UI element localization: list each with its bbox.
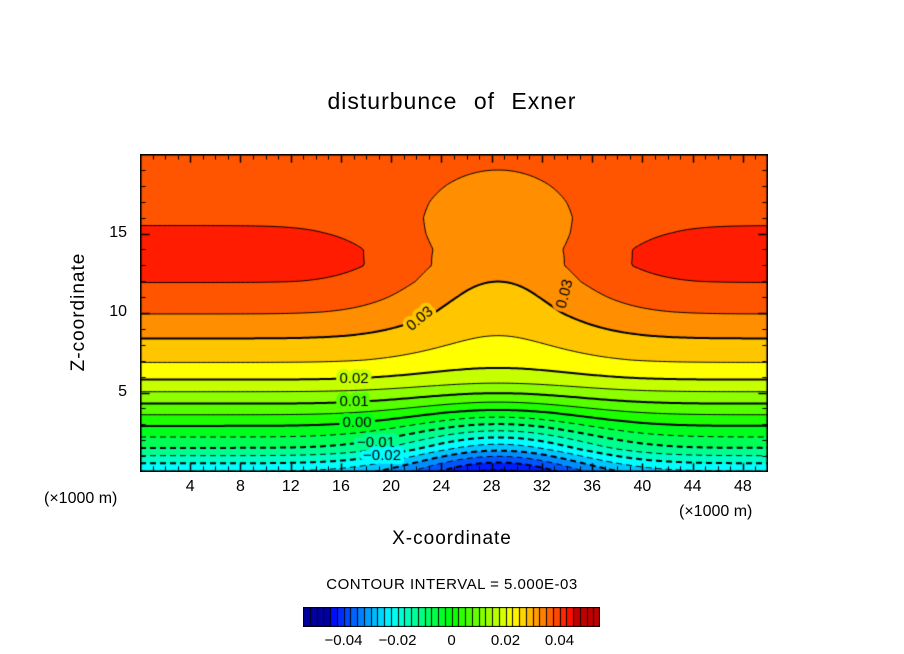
x-tick-label: 44 [683,478,702,495]
y-tick-label: 10 [109,303,127,320]
x-tick-label: 20 [382,478,401,495]
x-tick-label: 28 [482,478,501,495]
x-tick-label: 48 [733,478,752,495]
right-unit-label: (×1000 m) [679,503,753,520]
colorbar-tick-label: 0.04 [544,632,575,649]
colorbar-canvas [303,607,600,627]
x-tick-label: 24 [432,478,451,495]
colorbar-tick-label: 0 [447,632,456,649]
x-tick-label: 32 [533,478,551,495]
contour-interval-note: CONTOUR INTERVAL = 5.000E-03 [326,576,578,593]
y-tick-label: 15 [109,223,127,241]
colorbar-tick-label: −0.02 [378,632,417,649]
x-tick-label: 12 [281,478,300,495]
x-tick-label: 8 [236,478,245,495]
x-tick-label: 40 [633,478,652,495]
colorbar-tick-label: 0.02 [490,632,521,649]
x-tick-label: 4 [185,478,195,495]
x-axis-title: X-coordinate [392,528,512,549]
colorbar-tick-label: −0.04 [324,632,363,649]
contour-plot-canvas [140,154,768,472]
x-tick-label: 36 [583,478,602,495]
y-tick-label: 5 [118,382,127,400]
chart-title: disturbunce of Exner [327,88,577,114]
left-unit-label: (×1000 m) [44,490,118,507]
x-tick-label: 16 [332,478,350,495]
